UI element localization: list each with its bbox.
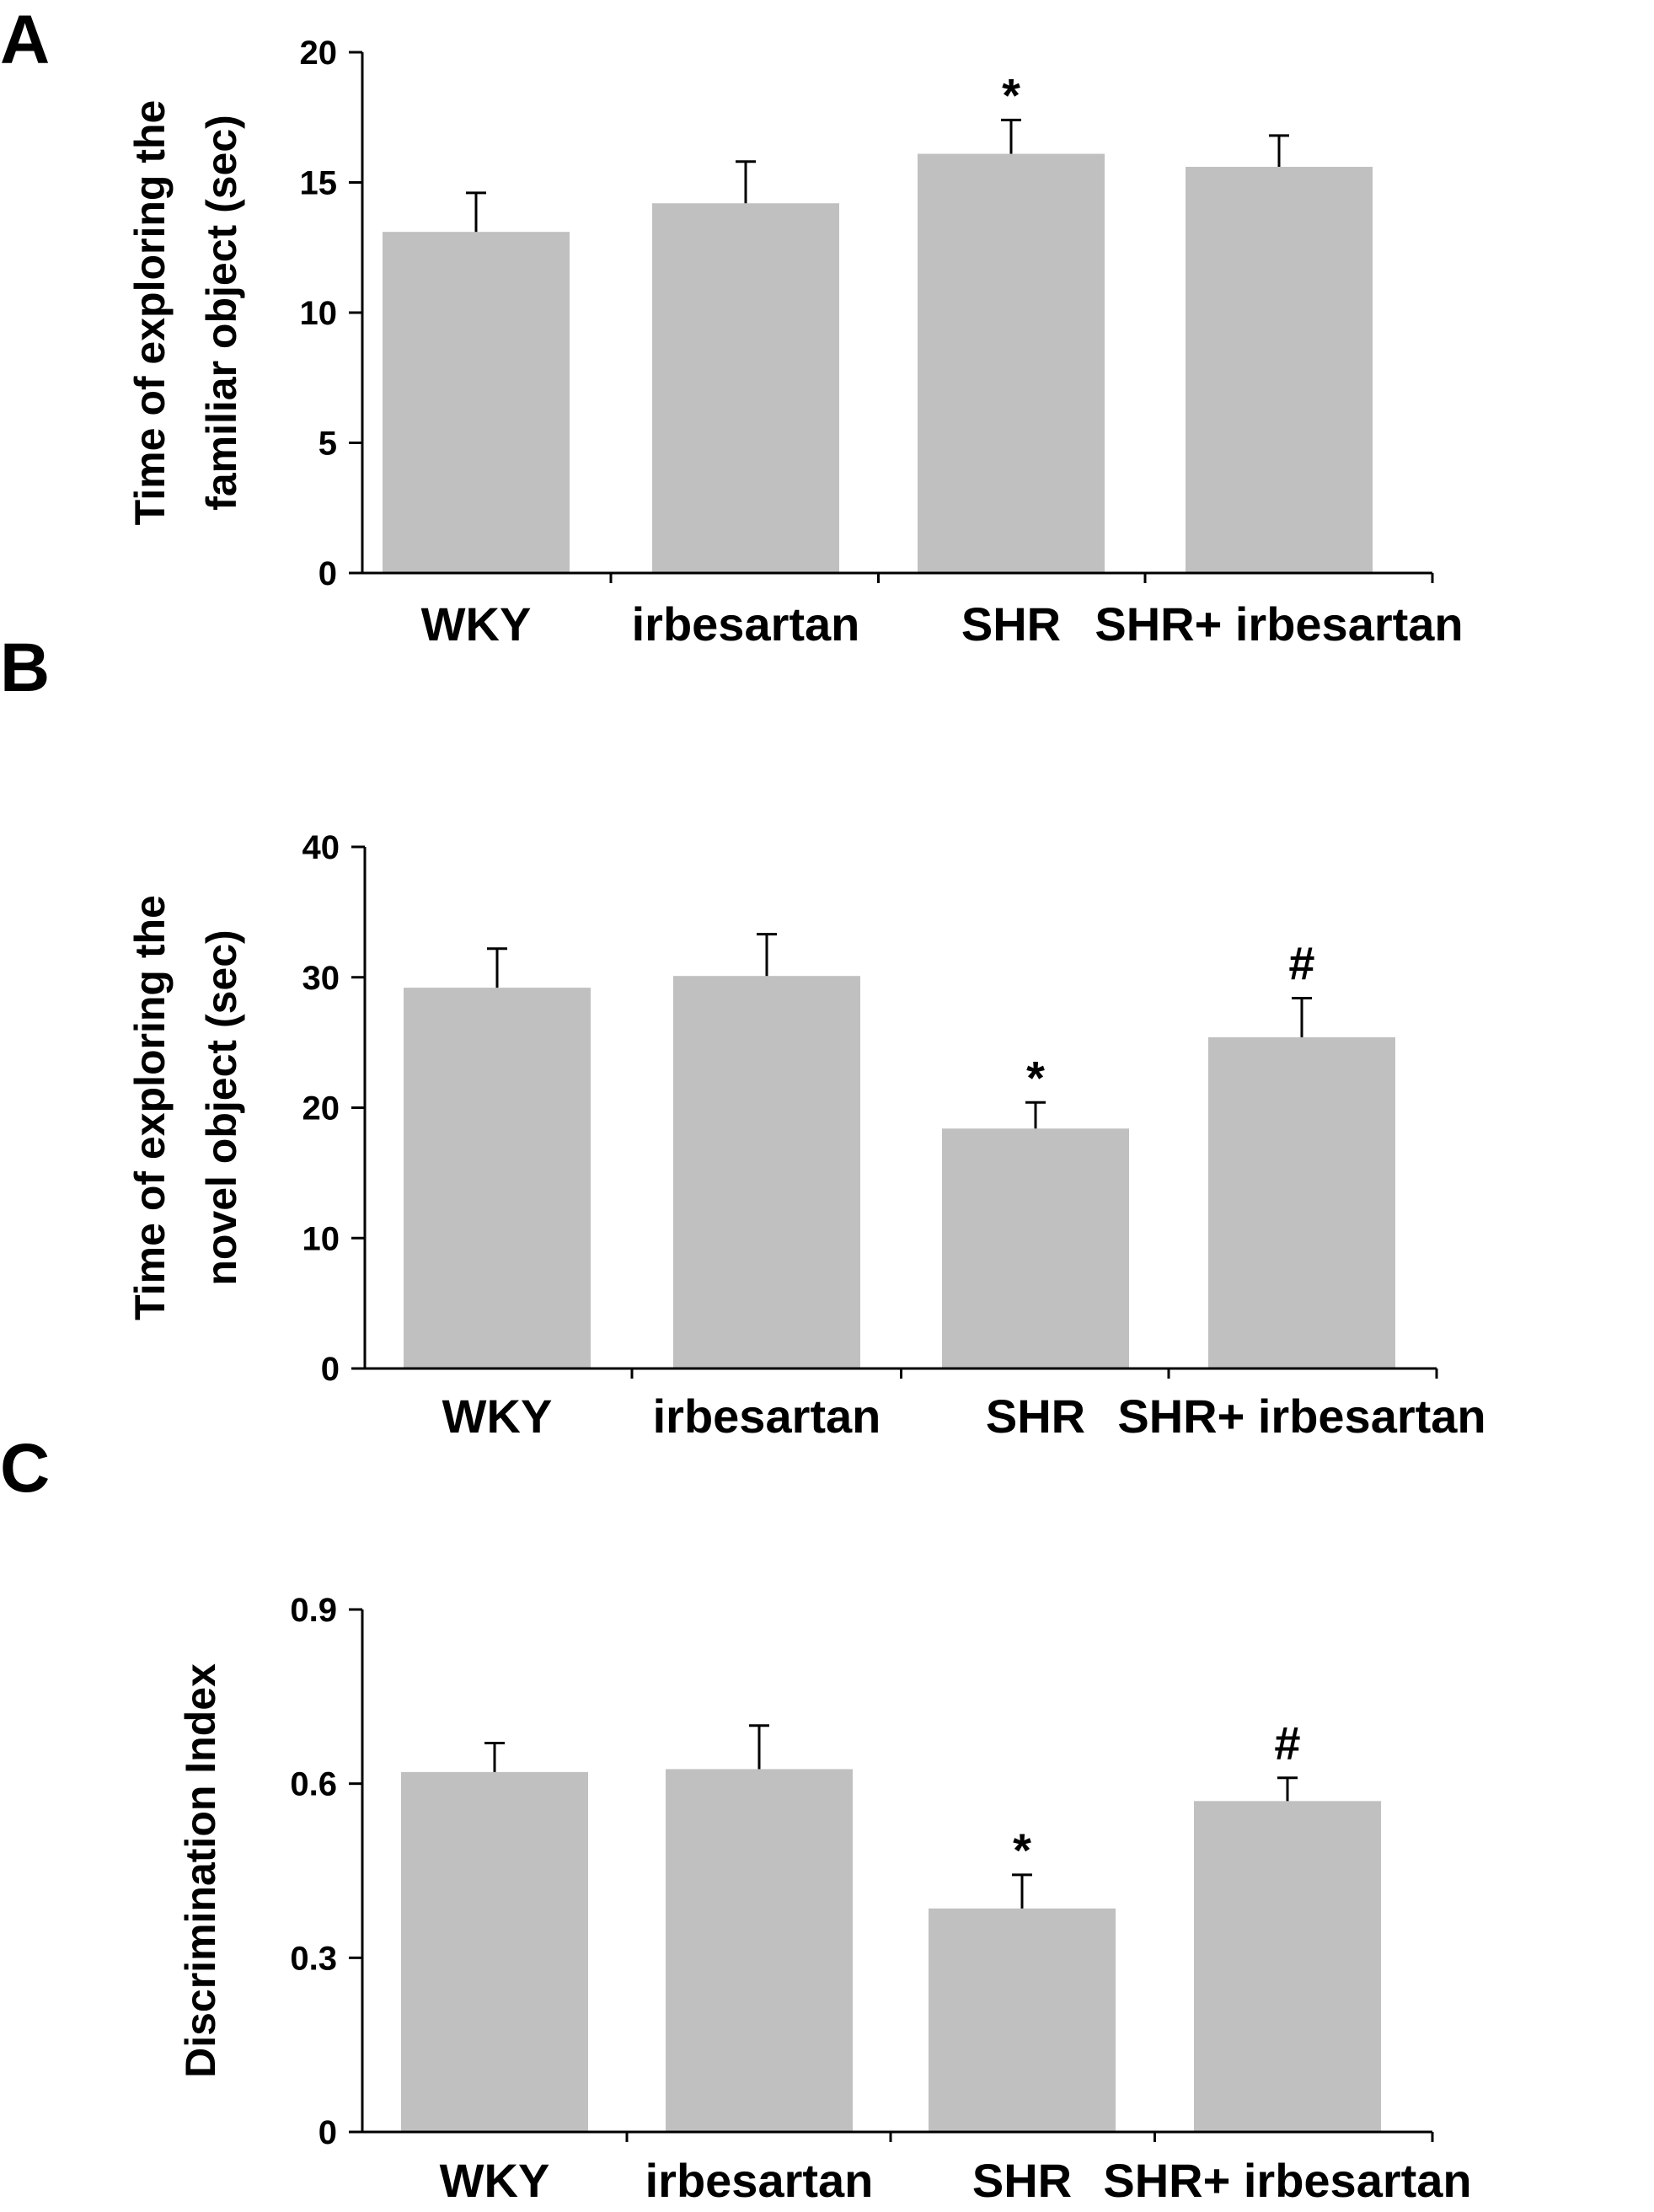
y-tick-label: 0.9 [290, 1592, 337, 1629]
category-label: WKY [442, 1390, 553, 1443]
significance-mark: # [1288, 937, 1314, 990]
significance-mark: * [1002, 68, 1020, 121]
category-label: WKY [440, 2154, 550, 2207]
y-tick-label: 0.6 [290, 1766, 337, 1803]
y-axis-title: Discrimination Index [177, 1663, 224, 2078]
bar-shr-irbesartan [1208, 1036, 1395, 1368]
significance-mark: * [1013, 1824, 1031, 1877]
y-tick-label: 20 [300, 35, 338, 72]
significance-mark: # [1274, 1717, 1300, 1770]
y-axis-title: familiar object (sec) [198, 115, 245, 511]
category-label: SHR [961, 597, 1061, 651]
category-label: SHR+ irbesartan [1095, 597, 1463, 651]
y-tick-label: 10 [302, 1220, 340, 1257]
bar-shr-irbesartan [1186, 166, 1373, 573]
category-label: SHR+ irbesartan [1117, 1390, 1485, 1443]
y-tick-label: 0 [318, 2114, 337, 2151]
panel-letter: B [0, 629, 50, 706]
category-label: irbesartan [653, 1390, 881, 1443]
y-tick-label: 40 [302, 829, 340, 866]
y-axis-title: novel object (sec) [198, 929, 245, 1285]
significance-mark: * [1026, 1051, 1045, 1104]
panel-letter: A [0, 2, 50, 78]
category-label: SHR [986, 1390, 1085, 1443]
bar-shr-irbesartan [1194, 1801, 1381, 2132]
chart-panel-b: B * #0 10 20 30 40 WKY irbesartan SHR SHR+ irbesar… [0, 629, 1486, 1443]
y-tick-label: 10 [300, 295, 338, 332]
category-label: SHR+ irbesartan [1103, 2154, 1471, 2207]
chart-panel-c: C * #0 0.3 0.6 0.9 WKY irbesartan SHR SHR+ irbesa… [0, 1430, 1472, 2207]
chart-panel-a: A * 0 5 10 15 20 WKY irbesartan SHR SHR+ irbesarta… [0, 2, 1464, 651]
y-tick-label: 0.3 [290, 1940, 337, 1977]
y-tick-label: 5 [318, 426, 337, 463]
y-tick-label: 20 [302, 1090, 340, 1127]
bar-wky [404, 988, 591, 1368]
bar-wky [383, 232, 570, 573]
category-label: irbesartan [632, 597, 860, 651]
category-label: irbesartan [645, 2154, 874, 2207]
bar-irbesartan [673, 976, 860, 1368]
y-tick-label: 0 [321, 1351, 340, 1388]
bar-shr [929, 1908, 1116, 2132]
bar-wky [401, 1771, 588, 2132]
panel-letter: C [0, 1430, 50, 1507]
bar-shr [918, 153, 1105, 573]
y-axis-title: Time of exploring the [126, 895, 174, 1320]
category-label: SHR [972, 2154, 1072, 2207]
y-tick-label: 30 [302, 960, 340, 997]
bar-irbesartan [666, 1769, 853, 2132]
y-tick-label: 15 [300, 165, 338, 202]
y-axis-title: Time of exploring the [126, 100, 174, 526]
category-label: WKY [421, 597, 532, 651]
bar-irbesartan [652, 203, 839, 573]
bar-shr [942, 1128, 1129, 1368]
y-tick-label: 0 [318, 555, 337, 592]
